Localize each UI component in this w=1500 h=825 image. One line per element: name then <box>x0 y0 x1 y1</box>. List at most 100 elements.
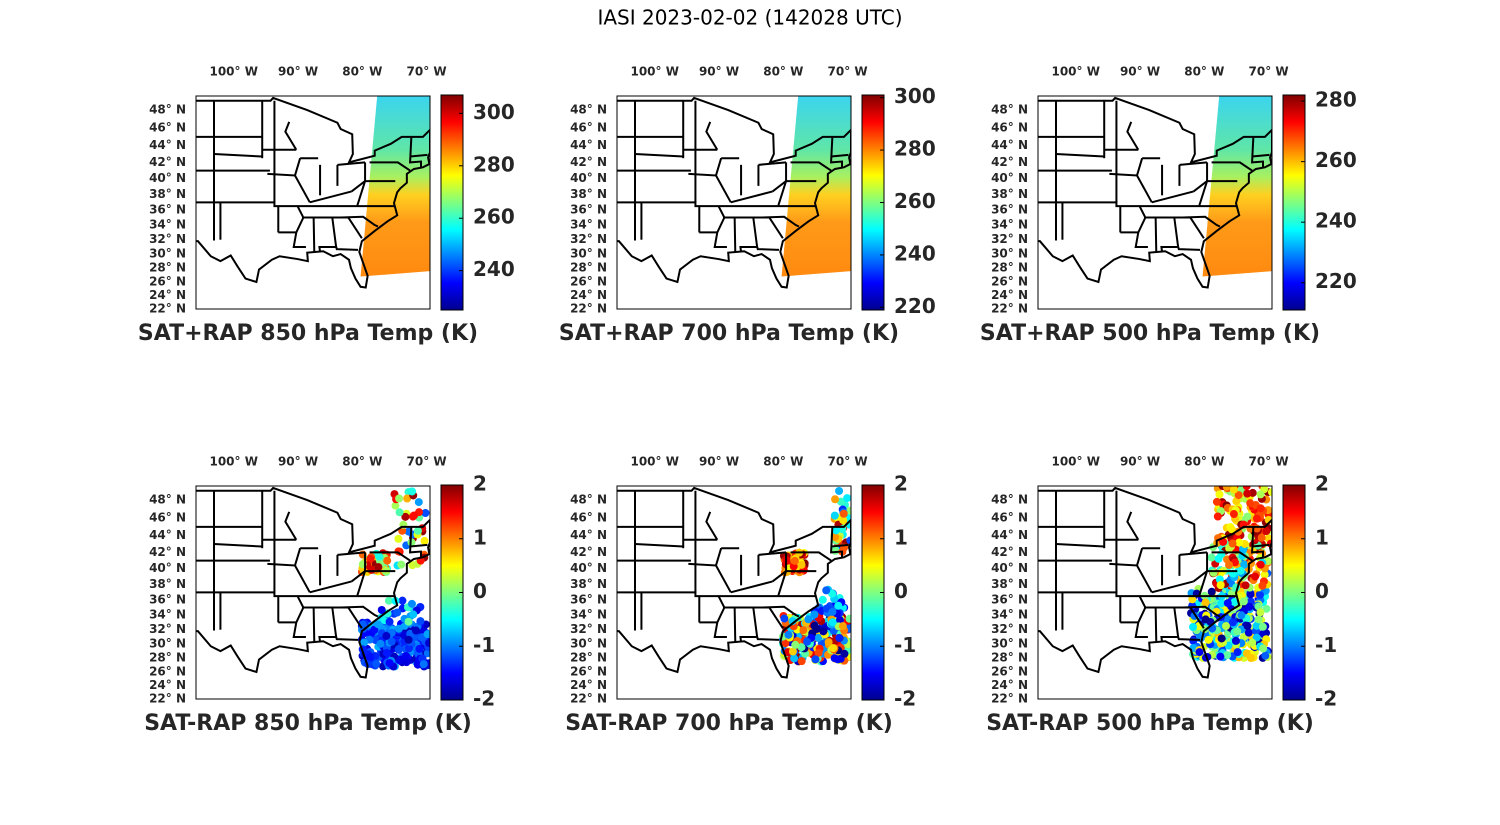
observation-dot <box>1222 486 1231 491</box>
observation-dot <box>1256 504 1265 513</box>
coastline <box>1038 96 1272 289</box>
lat-tick-label: 22° N <box>149 302 186 316</box>
observation-dot <box>423 649 430 658</box>
lat-tick-label: 32° N <box>991 232 1028 246</box>
state-border <box>830 543 849 548</box>
observation-dot <box>402 658 411 667</box>
lat-tick-label: 30° N <box>149 637 186 651</box>
colorbar-tick-label: 260 <box>894 189 936 213</box>
lat-tick-label: 40° N <box>991 561 1028 575</box>
colorbar-tick-label: -1 <box>1315 633 1337 657</box>
observation-dot <box>1231 636 1240 645</box>
satellite-swath <box>781 96 851 277</box>
lon-tick-label: 70° W <box>407 455 447 469</box>
observation-dot <box>1243 622 1252 631</box>
state-border <box>213 543 263 548</box>
lat-tick-label: 28° N <box>149 261 186 275</box>
observation-dot <box>1244 628 1253 637</box>
colorbar-tick-label: -2 <box>1315 687 1337 711</box>
state-border <box>713 205 727 248</box>
colorbar-tick-label: 2 <box>1315 472 1329 496</box>
lat-tick-label: 34° N <box>149 608 186 622</box>
observation-dot <box>425 638 430 647</box>
state-border <box>196 591 395 598</box>
observation-dot <box>1235 538 1244 547</box>
colorbar-tick-label: 280 <box>1315 88 1357 112</box>
state-border <box>337 551 366 556</box>
lat-tick-label: 24° N <box>149 288 186 302</box>
observation-dot <box>1256 608 1265 617</box>
lat-tick-label: 28° N <box>991 651 1028 665</box>
observation-dot <box>838 622 847 631</box>
observation-dot <box>1246 590 1255 599</box>
observation-dot <box>391 501 400 510</box>
observation-dot <box>385 617 394 626</box>
observation-dot <box>814 633 823 642</box>
colorbar-tick-label: 220 <box>1315 269 1357 293</box>
observation-dot <box>373 620 382 629</box>
colorbar-tick-label: 1 <box>1315 525 1329 549</box>
state-border <box>1151 190 1194 204</box>
observation-dot <box>1207 587 1216 596</box>
colorbar-tick-label: 220 <box>894 294 936 318</box>
lon-tick-label: 80° W <box>763 65 803 79</box>
state-border <box>768 217 784 239</box>
state-border <box>409 153 428 158</box>
state-border <box>309 190 352 204</box>
observation-dot <box>1234 491 1243 500</box>
observation-dot <box>1259 644 1268 653</box>
state-border <box>1192 180 1208 193</box>
lat-tick-label: 26° N <box>991 275 1028 289</box>
lat-tick-label: 36° N <box>991 202 1028 216</box>
colorbar-tick-label: 240 <box>894 241 936 265</box>
state-border <box>318 607 338 643</box>
map-frame <box>1037 485 1273 700</box>
coastline <box>196 96 430 289</box>
lat-tick-label: 38° N <box>991 187 1028 201</box>
state-border <box>1182 215 1221 228</box>
state-border <box>1055 153 1105 158</box>
state-border <box>830 136 843 169</box>
observation-dot <box>1233 648 1242 657</box>
lat-tick-label: 42° N <box>991 155 1028 169</box>
lon-tick-label: 100° W <box>209 455 257 469</box>
observation-dot <box>1217 634 1226 643</box>
lat-tick-label: 44° N <box>570 528 607 542</box>
lon-tick-label: 70° W <box>407 65 447 79</box>
satellite-swath <box>1202 96 1272 277</box>
state-border <box>771 570 787 583</box>
observation-dot <box>395 508 404 517</box>
observation-dot <box>797 643 806 652</box>
observation-dot <box>372 659 381 668</box>
panel-title: SAT-RAP 700 hPa Temp (K) <box>565 711 893 736</box>
observation-dot <box>1256 490 1265 499</box>
colorbar-tick-label: -1 <box>473 633 495 657</box>
observation-dot <box>835 486 844 495</box>
lat-tick-label: 48° N <box>570 103 607 117</box>
coastline <box>617 96 851 289</box>
observation-dot <box>1241 581 1250 590</box>
state-border <box>617 591 816 598</box>
state-border <box>1211 161 1253 172</box>
lat-tick-label: 46° N <box>149 121 186 135</box>
observation-dot <box>1260 570 1269 579</box>
observation-dot <box>1246 654 1255 663</box>
state-border <box>756 636 780 641</box>
state-border <box>1136 564 1153 593</box>
observation-dot <box>1229 486 1238 494</box>
observation-dot <box>411 626 420 635</box>
observation-dot <box>1258 581 1267 590</box>
state-border <box>284 121 298 151</box>
lon-tick-label: 80° W <box>342 455 382 469</box>
lon-tick-label: 100° W <box>1051 65 1099 79</box>
panel-title: SAT-RAP 500 hPa Temp (K) <box>986 711 1314 736</box>
observation-dot <box>839 516 848 525</box>
observation-dot <box>835 616 844 625</box>
state-border <box>356 180 367 206</box>
observation-dot <box>398 596 407 605</box>
lat-tick-label: 28° N <box>570 651 607 665</box>
observation-dot <box>402 651 411 660</box>
observation-dot <box>829 644 838 653</box>
lat-tick-label: 48° N <box>991 493 1028 507</box>
lat-tick-label: 24° N <box>991 288 1028 302</box>
